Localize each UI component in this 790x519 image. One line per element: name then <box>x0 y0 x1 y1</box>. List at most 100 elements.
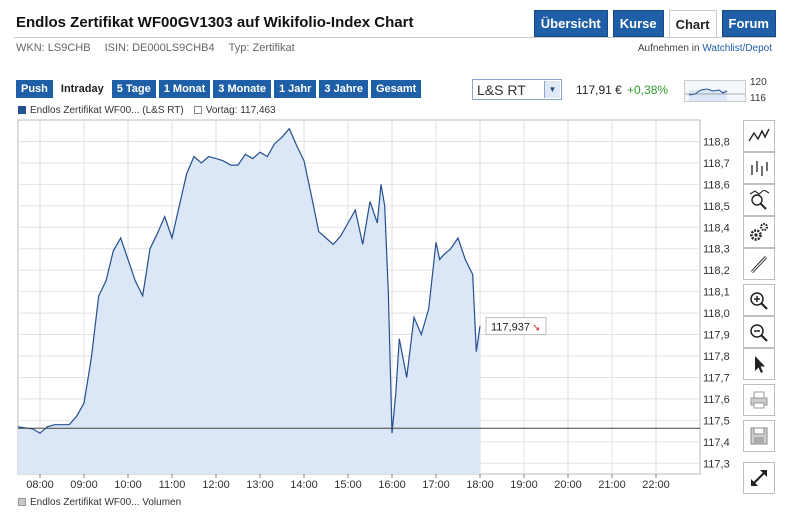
tool-line-chart[interactable] <box>743 120 775 152</box>
series-line <box>17 127 481 434</box>
x-tick-label: 18:00 <box>466 479 494 491</box>
tab-3-jahre[interactable]: 3 Jahre <box>319 80 368 98</box>
last-value-box <box>485 317 547 336</box>
y-tick-label: 118,4 <box>703 222 730 234</box>
tool-zoom-out[interactable] <box>743 316 775 348</box>
ohlc-chart-icon <box>751 161 768 176</box>
mini-chart-low: 116 <box>750 93 766 104</box>
exchange-selected: L&S RT <box>477 81 526 98</box>
x-tick-label: 21:00 <box>598 479 626 491</box>
tool-settings[interactable] <box>743 216 775 248</box>
x-tick-label: 17:00 <box>422 479 450 491</box>
x-tick-label: 12:00 <box>202 479 230 491</box>
volume-label: Endlos Zertifikat WF00... Volumen <box>30 497 182 508</box>
line-chart-icon <box>748 128 770 142</box>
header-divider <box>14 37 776 38</box>
tool-draw[interactable] <box>743 248 775 280</box>
tool-indicators[interactable] <box>743 184 775 216</box>
nav-chart[interactable]: Chart <box>668 10 717 37</box>
watchlist-add: Aufnehmen in Watchlist/Depot <box>638 43 772 54</box>
y-tick-label: 118,1 <box>703 287 730 299</box>
x-tick-label: 19:00 <box>510 479 538 491</box>
legend-series: Endlos Zertifikat WF00... (L&S RT) <box>18 105 184 116</box>
tool-pointer[interactable] <box>743 348 775 380</box>
y-tick-label: 117,4 <box>703 437 730 449</box>
watchlist-prefix: Aufnehmen in <box>637 43 700 54</box>
x-tick-label: 11:00 <box>159 479 186 491</box>
y-tick-label: 118,0 <box>703 308 730 320</box>
indicator-search-icon <box>749 190 770 210</box>
mini-chart-high: 120 <box>750 77 767 88</box>
nav-forum[interactable]: Forum <box>721 10 776 37</box>
y-tick-label: 118,2 <box>703 265 730 277</box>
x-tick-label: 13:00 <box>246 479 274 491</box>
y-tick-label: 117,9 <box>703 330 730 342</box>
y-tick-label: 117,7 <box>703 372 730 384</box>
expand-icon <box>751 470 767 486</box>
quote-price: 117,91 € <box>576 83 622 97</box>
x-tick-label: 14:00 <box>290 479 318 491</box>
mini-chart-graphic <box>685 88 745 101</box>
wkn-label: WKN: LS9CHB <box>16 42 91 54</box>
tool-zoom-in[interactable] <box>743 284 775 316</box>
x-tick-label: 16:00 <box>378 479 406 491</box>
y-tick-label: 117,6 <box>703 394 730 406</box>
legend-series-label: Endlos Zertifikat WF00... (L&S RT) <box>30 105 184 116</box>
series-area-fill <box>18 128 480 474</box>
tool-ohlc-chart[interactable] <box>743 152 775 184</box>
tab-gesamt[interactable]: Gesamt <box>370 80 422 98</box>
volume-swatch <box>18 498 26 506</box>
exchange-select[interactable]: L&S RT ▼ <box>472 79 562 100</box>
last-value-label: 117,937 <box>491 322 530 334</box>
quote-change: +0,38% <box>627 83 669 97</box>
y-tick-label: 118,6 <box>703 179 730 191</box>
range-tabs: Push Intraday 5 Tage 1 Monat 3 Monate 1 … <box>16 80 422 98</box>
page-title: Endlos Zertifikat WF00GV1303 auf Wikifol… <box>16 14 414 31</box>
isin-label: ISIN: DE000LS9CHB4 <box>104 42 215 54</box>
x-tick-label: 20:00 <box>554 479 582 491</box>
nav-kurse[interactable]: Kurse <box>612 10 664 37</box>
y-tick-label: 118,7 <box>703 158 730 170</box>
y-tick-label: 118,8 <box>703 136 730 148</box>
main-nav: Übersicht Kurse Chart Forum <box>533 10 776 37</box>
y-tick-label: 117,5 <box>703 415 730 427</box>
tab-1-jahr[interactable]: 1 Jahr <box>273 80 317 98</box>
zoom-out-icon <box>750 324 768 342</box>
tool-save[interactable] <box>743 420 775 452</box>
tab-push[interactable]: Push <box>16 80 53 98</box>
security-identifiers: WKN: LS9CHB ISIN: DE000LS9CHB4 Typ: Zert… <box>16 42 295 54</box>
x-tick-label: 15:00 <box>334 479 362 491</box>
chevron-down-icon[interactable]: ▼ <box>544 81 560 98</box>
mini-chart-area <box>689 90 727 101</box>
volume-legend: Endlos Zertifikat WF00... Volumen <box>18 497 181 508</box>
chart-legend: Endlos Zertifikat WF00... (L&S RT) Vorta… <box>18 105 276 116</box>
legend-previous-swatch <box>193 106 202 114</box>
x-tick-label: 22:00 <box>642 479 670 491</box>
tab-1-monat[interactable]: 1 Monat <box>158 80 211 98</box>
draw-pencil-icon <box>750 255 768 274</box>
save-disk-icon <box>750 427 768 445</box>
y-tick-label: 117,3 <box>703 458 730 470</box>
legend-previous: Vortag: 117,463 <box>193 105 276 116</box>
x-tick-label: 08:00 <box>26 479 54 491</box>
tab-intraday[interactable]: Intraday <box>55 80 109 98</box>
tab-3-monate[interactable]: 3 Monate <box>213 80 271 98</box>
legend-series-swatch <box>18 106 26 114</box>
x-tick-label: 10:00 <box>114 479 142 491</box>
watchlist-link[interactable]: Watchlist/Depot <box>702 43 772 54</box>
x-tick-label: 09:00 <box>70 479 98 491</box>
print-icon <box>750 391 768 409</box>
tab-5-tage[interactable]: 5 Tage <box>111 80 156 98</box>
pointer-arrow-icon <box>755 356 765 373</box>
mini-chart[interactable] <box>684 80 746 102</box>
mini-chart-line <box>688 88 728 96</box>
y-tick-label: 118,3 <box>703 244 730 256</box>
tool-expand[interactable] <box>743 462 775 494</box>
type-label: Typ: Zertifikat <box>228 42 295 54</box>
tool-print[interactable] <box>743 384 775 416</box>
y-tick-label: 117,8 <box>703 351 730 363</box>
settings-gears-icon <box>750 223 768 241</box>
y-tick-label: 118,5 <box>703 201 730 213</box>
nav-uebersicht[interactable]: Übersicht <box>533 10 608 37</box>
